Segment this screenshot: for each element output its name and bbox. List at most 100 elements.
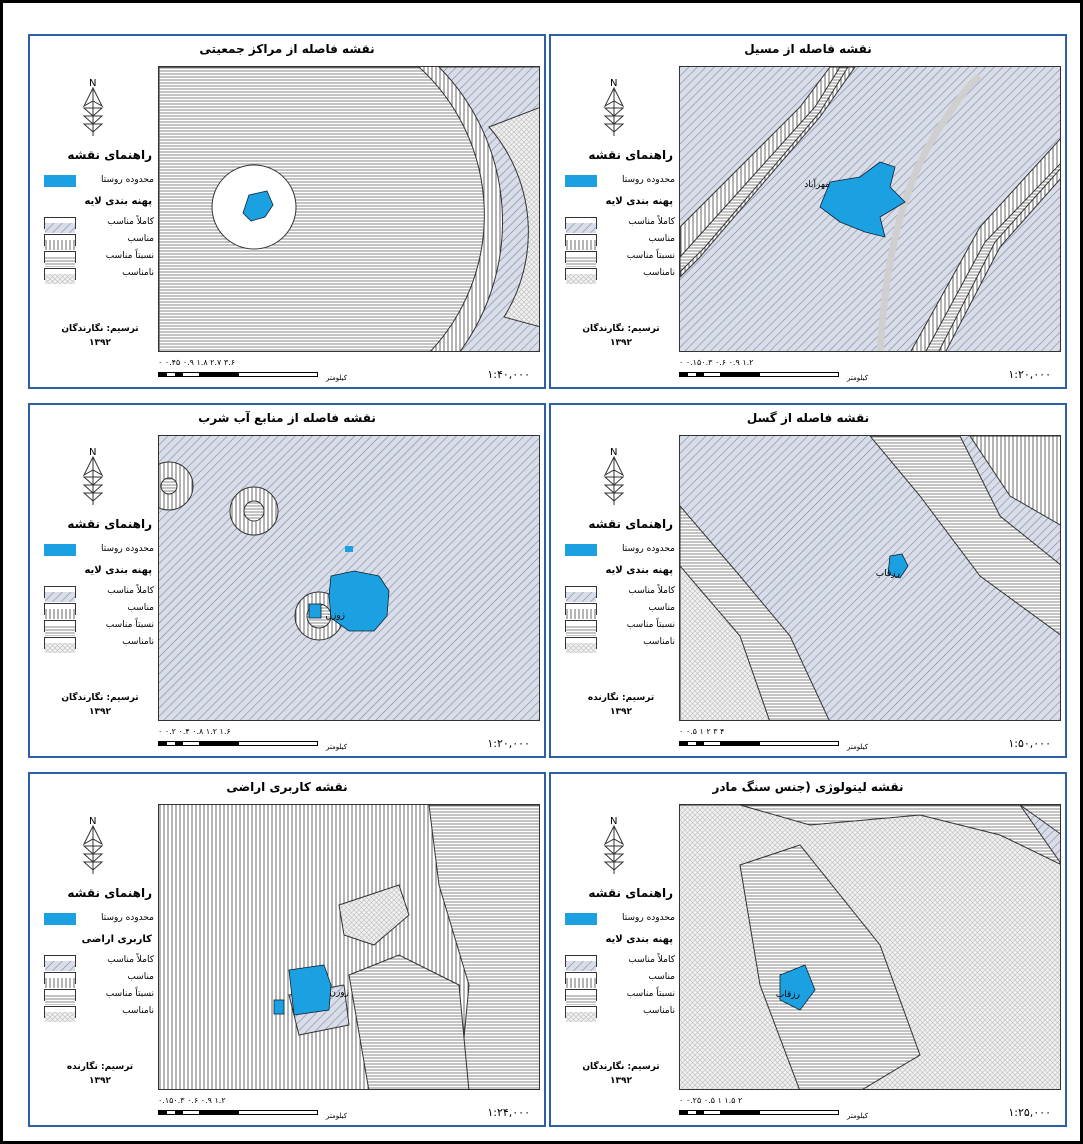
legend-class-label: نسبتاً مناسب: [626, 620, 675, 630]
credit-year: ۱۳۹۲: [89, 338, 111, 348]
map-canvas: رزقاب: [680, 805, 1060, 1089]
map-canvas: زوزن: [159, 805, 539, 1089]
legend-class-label: مناسب: [127, 972, 154, 982]
village-swatch: [565, 913, 597, 925]
class-swatch: [44, 586, 76, 602]
scale-ratio: ۱:۲۰,۰۰۰: [1008, 368, 1051, 381]
village-name: رزقاب: [876, 569, 900, 579]
village-name: مهرآباد: [804, 178, 830, 190]
panel-title: نقشه لیتولوژی (جنس سنگ مادر: [712, 780, 904, 794]
legend-class-label: نسبتاً مناسب: [105, 989, 154, 999]
north-arrow-icon: N: [82, 78, 104, 136]
village-name: زوزن: [329, 988, 349, 998]
svg-text:N: N: [89, 447, 96, 458]
class-swatch: [565, 217, 597, 233]
legend-village: محدوده روستا: [40, 175, 155, 191]
map-frame: زوزن: [158, 804, 540, 1090]
scale-ticks: ۰ ۰.۱۵۰.۳ ۰.۶ ۰.۹ ۱.۲: [679, 358, 754, 367]
legend-class-label: کاملاً مناسب: [628, 217, 675, 227]
credit-year: ۱۳۹۲: [610, 707, 632, 717]
legend-class-1: مناسب: [561, 234, 676, 250]
class-swatch: [565, 1006, 597, 1022]
scale-ratio: ۱:۲۴,۰۰۰: [487, 1106, 530, 1119]
legend-class-3: نامناسب: [40, 268, 155, 284]
layer-title: پهنه بندی لایه: [605, 934, 673, 945]
legend: N راهنمای نقشه محدوده روستا کاملاً مناسب…: [30, 36, 158, 387]
svg-text:N: N: [89, 78, 96, 89]
class-swatch: [565, 955, 597, 971]
map-frame: زوزن: [158, 435, 540, 721]
legend-class-0: کاملاً مناسب: [40, 955, 155, 971]
scale-unit: کیلومتر: [326, 743, 348, 751]
credit: ترسیم: نگارنده ۱۳۹۲: [571, 691, 671, 719]
scale-ratio: ۱:۲۵,۰۰۰: [1008, 1106, 1051, 1119]
legend-class-1: مناسب: [40, 972, 155, 988]
scale-unit: کیلومتر: [847, 374, 869, 382]
legend-class-0: کاملاً مناسب: [40, 586, 155, 602]
class-swatch: [565, 234, 597, 250]
legend-village: محدوده روستا: [561, 175, 676, 191]
legend-class-label: نسبتاً مناسب: [105, 251, 154, 261]
legend-title: راهنمای نقشه: [588, 148, 673, 162]
legend-class-label: کاملاً مناسب: [107, 955, 154, 965]
scale-ratio: ۱:۵۰,۰۰۰: [1008, 737, 1051, 750]
class-swatch: [44, 972, 76, 988]
legend-class-label: نامناسب: [643, 268, 675, 278]
village-name: زوزن: [325, 611, 345, 621]
scale-ratio: ۱:۴۰,۰۰۰: [487, 368, 530, 381]
legend-class-label: مناسب: [648, 234, 675, 244]
scale-unit: کیلومتر: [847, 743, 869, 751]
legend-class-0: کاملاً مناسب: [561, 955, 676, 971]
scale-ticks: ۰ ۰.۲۵ ۰.۵ ۱ ۱.۵ ۲: [679, 1096, 743, 1105]
legend-village-label: محدوده روستا: [622, 913, 675, 923]
north-arrow-icon: N: [603, 78, 625, 136]
panel-title: نقشه فاصله از مسیل: [744, 42, 872, 56]
village-swatch: [565, 175, 597, 187]
panel-title: نقشه فاصله از مراکز جمعیتی: [199, 42, 375, 56]
panel-lithology: نقشه لیتولوژی (جنس سنگ مادر N راهنمای نق…: [549, 772, 1067, 1127]
class-swatch: [44, 234, 76, 250]
credit-year: ۱۳۹۲: [89, 1076, 111, 1086]
map-frame: [158, 66, 540, 352]
map-frame: مهرآباد: [679, 66, 1061, 352]
scale-ticks: ۰ ۰.۵ ۱ ۲ ۳ ۴: [679, 727, 725, 736]
credit: ترسیم: نگارندگان ۱۳۹۲: [571, 1060, 671, 1088]
class-swatch: [565, 603, 597, 619]
scale-bar-graphic: [679, 1110, 839, 1115]
scale-ticks: ۰.۱۵۰.۳ ۰.۶ ۰.۹ ۱.۲: [158, 1096, 226, 1105]
scale-bar: ۰ ۰.۵ ۱ ۲ ۳ ۴ کیلومتر: [679, 727, 869, 755]
svg-text:N: N: [610, 78, 617, 89]
legend-class-1: مناسب: [40, 603, 155, 619]
scale-bar: ۰ ۰.۱۵۰.۳ ۰.۶ ۰.۹ ۱.۲ کیلومتر: [679, 358, 869, 386]
legend-title: راهنمای نقشه: [588, 886, 673, 900]
panel-title: نقشه فاصله از منابع آب شرب: [198, 411, 376, 425]
class-swatch: [44, 955, 76, 971]
class-swatch: [44, 637, 76, 653]
village-swatch: [565, 544, 597, 556]
class-swatch: [565, 268, 597, 284]
legend-title: راهنمای نقشه: [588, 517, 673, 531]
panel-fault-distance: نقشه فاصله از گسل N راهنمای نقشه محدوده …: [549, 403, 1067, 758]
scale-bar-graphic: [158, 1110, 318, 1115]
legend-village: محدوده روستا: [40, 913, 155, 929]
legend-class-label: مناسب: [127, 234, 154, 244]
class-swatch: [44, 217, 76, 233]
legend-village: محدوده روستا: [561, 544, 676, 560]
svg-text:N: N: [610, 447, 617, 458]
village-swatch: [44, 175, 76, 187]
map-frame: رزقاب: [679, 435, 1061, 721]
legend-class-3: نامناسب: [561, 1006, 676, 1022]
class-swatch: [565, 637, 597, 653]
north-arrow-icon: N: [603, 447, 625, 505]
credit-label: ترسیم: نگارندگان: [61, 693, 139, 703]
village-swatch: [44, 913, 76, 925]
scale-ratio: ۱:۲۰,۰۰۰: [487, 737, 530, 750]
legend-class-label: نسبتاً مناسب: [105, 620, 154, 630]
legend-class-label: نامناسب: [122, 1006, 154, 1016]
legend: N راهنمای نقشه محدوده روستا کاملاً مناسب…: [30, 774, 158, 1125]
map-frame: رزقاب: [679, 804, 1061, 1090]
credit-label: ترسیم: نگارندگان: [582, 324, 660, 334]
scale-bar-graphic: [158, 372, 318, 377]
legend-class-0: کاملاً مناسب: [40, 217, 155, 233]
legend-class-label: نسبتاً مناسب: [626, 251, 675, 261]
